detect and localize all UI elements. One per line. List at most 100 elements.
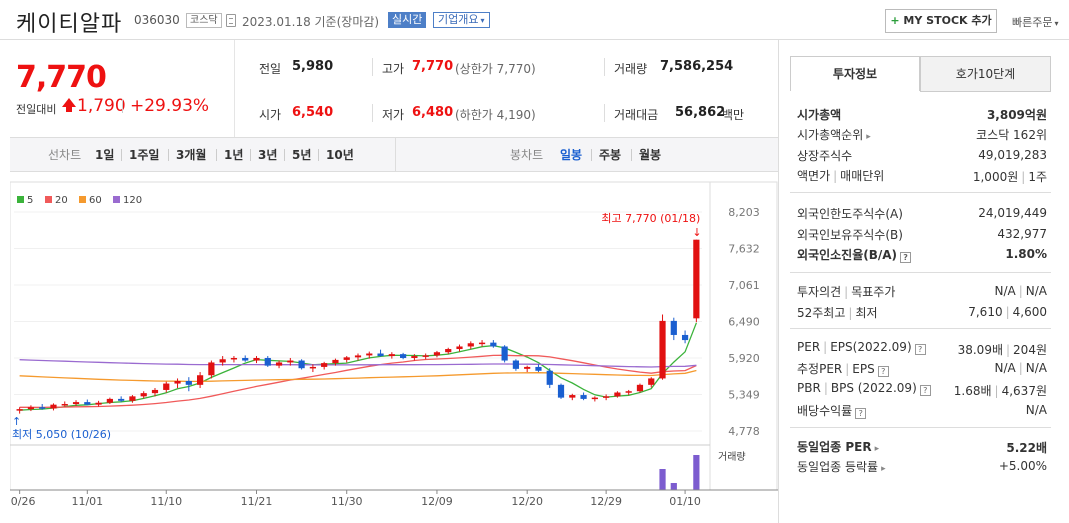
tab-1year[interactable]: 1년: [224, 148, 244, 162]
tab-3month[interactable]: 3개월: [176, 148, 207, 162]
realtime-button[interactable]: 실시간: [388, 12, 427, 28]
divider: |: [1021, 170, 1026, 184]
candle-body: [377, 353, 384, 357]
pbr-values: 1.68배 | 4,637원: [954, 382, 1047, 399]
tab-5year[interactable]: 5년: [292, 148, 312, 162]
candle-body: [535, 366, 542, 371]
tab-daily[interactable]: 일봉: [560, 148, 583, 162]
market-cap-rank[interactable]: 시가총액순위 ▸: [797, 126, 871, 143]
tab-line-chart[interactable]: 선차트: [48, 148, 82, 162]
add-mystock-button[interactable]: + MY STOCK 추가: [885, 9, 997, 33]
divider: [250, 149, 251, 161]
volume-bar: [659, 469, 666, 490]
candle-body: [433, 352, 441, 356]
divider: |: [1018, 361, 1023, 375]
candle-body: [400, 354, 407, 358]
x-tick-label: 11/21: [241, 495, 273, 508]
y-tick-label: 5,349: [728, 388, 760, 401]
help-icon[interactable]: ?: [877, 366, 889, 377]
help-icon[interactable]: ?: [914, 344, 926, 355]
candle-body: [478, 342, 486, 345]
foreign-hold-label: 외국인보유주식수(B): [797, 228, 903, 242]
divider: [122, 99, 123, 113]
help-icon[interactable]: ?: [919, 385, 931, 396]
market-cap-rank-label: 시가총액순위: [797, 128, 864, 142]
foreign-ratio-value: 1.80%: [1005, 247, 1047, 261]
divider: |: [845, 362, 850, 376]
tab-3year[interactable]: 3년: [258, 148, 278, 162]
legend-label: 5: [27, 195, 34, 206]
tab-10year[interactable]: 10년: [326, 148, 354, 162]
legend-label: 60: [89, 195, 102, 206]
foreign-ratio-label: 외국인소진율(B/A): [797, 248, 898, 262]
est-per-row: 추정PER | EPS?: [797, 360, 889, 377]
candle-body: [230, 357, 238, 360]
candle-body: [557, 384, 565, 398]
eps-value: 204원: [1013, 343, 1047, 357]
w52-values: 7,610 | 4,600: [968, 305, 1047, 319]
x-tick-label: 12/20: [511, 495, 543, 508]
face-value-value: 1,000원: [972, 170, 1019, 184]
market-cap-rank-value: 코스닥 162위: [976, 128, 1047, 142]
prev-close-label: 전일: [259, 62, 282, 76]
tab-weekly[interactable]: 주봉: [599, 148, 622, 162]
candle-body: [321, 363, 328, 367]
foreign-hold-value: 432,977: [997, 227, 1047, 241]
candle-body: [219, 359, 226, 363]
candle-body: [411, 356, 418, 358]
candle-body: [151, 389, 159, 394]
candle-body: [208, 362, 215, 376]
candle-body: [309, 366, 316, 369]
sector-rate-value: +5.00%: [998, 459, 1047, 473]
divider: [604, 104, 605, 122]
company-overview-button[interactable]: 기업개요 ▾: [433, 12, 490, 28]
tab-investment-info[interactable]: 투자정보: [790, 56, 920, 92]
high-annotation: 최고 7,770 (01/18): [601, 212, 700, 225]
divider: [790, 272, 1051, 273]
help-icon[interactable]: ?: [855, 408, 867, 419]
candle-body: [524, 366, 531, 369]
divider: |: [994, 384, 999, 398]
chevron-down-icon: ▾: [480, 16, 485, 25]
candle-body: [129, 396, 136, 401]
tab-1week[interactable]: 1주일: [129, 148, 160, 162]
price-chart[interactable]: 8,203 7,632 7,061 6,490 5,920 5,349 4,778 10/26…: [10, 172, 778, 523]
w52-high-label: 52주최고: [797, 306, 846, 320]
divider: [790, 192, 1051, 193]
tab-monthly[interactable]: 월봉: [639, 148, 662, 162]
foreign-ratio-row: 외국인소진율(B/A)?: [797, 246, 912, 263]
sector-per-row[interactable]: 동일업종 PER ▸: [797, 438, 879, 455]
candle-body: [287, 360, 294, 363]
candle-body: [264, 357, 271, 366]
candle-body: [84, 402, 91, 405]
chevron-right-icon: ▸: [866, 132, 871, 142]
legend-label: 20: [55, 195, 68, 206]
document-icon[interactable]: [226, 14, 236, 27]
sector-rate-row[interactable]: 동일업종 등락률 ▸: [797, 458, 886, 475]
per-value: 38.09배: [957, 343, 1003, 357]
quick-order-button[interactable]: 빠른주문 ▾: [1012, 14, 1059, 30]
chart-axes: 8,203 7,632 7,061 6,490 5,920 5,349 4,778 10/26…: [10, 206, 778, 508]
volume-label: 거래량: [718, 451, 746, 463]
change-label: 전일대비: [16, 103, 57, 116]
help-icon[interactable]: ?: [900, 252, 912, 263]
candle-body: [185, 380, 192, 385]
tab-order-book[interactable]: 호가10단계: [920, 56, 1051, 92]
face-value-values: 1,000원 | 1주: [973, 168, 1047, 185]
bps-label: BPS (2022.09): [830, 381, 917, 395]
candle-body: [174, 380, 181, 384]
pbr-row: PBR | BPS (2022.09)?: [797, 381, 931, 396]
candle-body: [275, 362, 283, 366]
volume-bar: [693, 455, 700, 490]
company-name: 케이티알파: [16, 12, 123, 37]
legend-ma5: 5: [17, 195, 33, 206]
divider: [168, 149, 169, 161]
tab-candle-chart[interactable]: 봉차트: [510, 148, 544, 162]
tab-1day[interactable]: 1일: [95, 148, 115, 162]
chevron-right-icon: ▸: [881, 464, 886, 474]
candles: [16, 239, 700, 414]
candle-body: [467, 343, 474, 347]
stock-code: 036030: [134, 13, 180, 27]
pbr-label: PBR: [797, 381, 821, 395]
candle-body: [72, 402, 80, 405]
